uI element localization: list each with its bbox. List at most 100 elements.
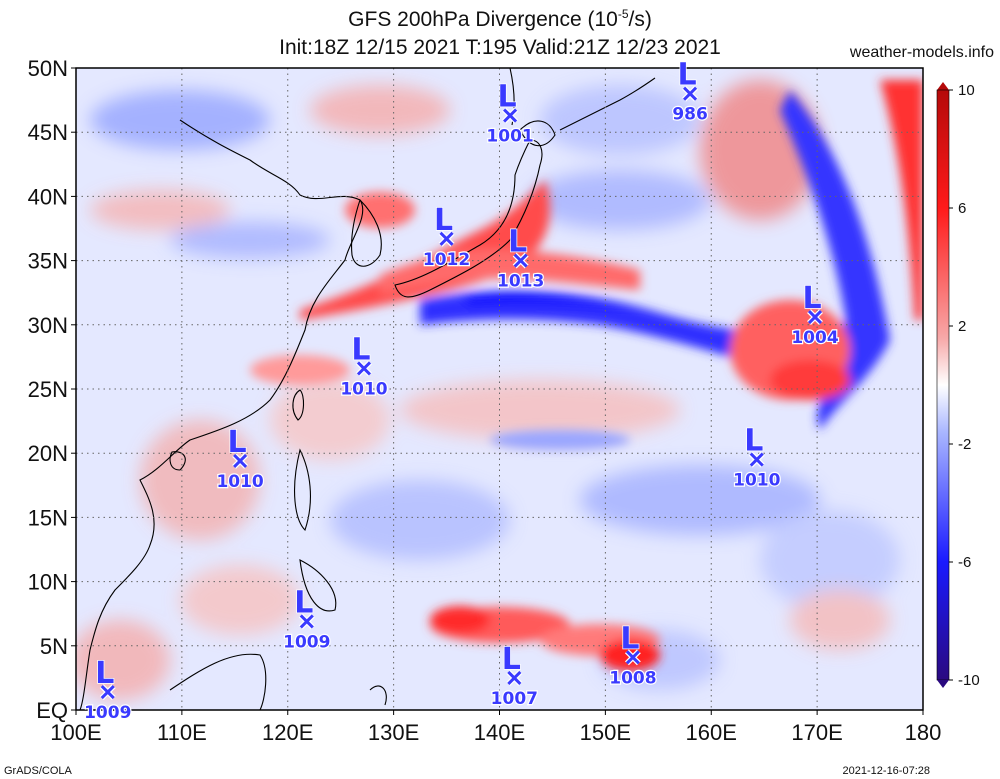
low-symbol: L [294,585,313,620]
lat-tick-label: 10N [28,570,68,595]
borneo-coastline [169,653,267,710]
low-marker: L× 1007 [489,641,539,710]
gridlines [76,68,923,710]
low-center-mark: × [100,684,115,700]
low-marker: L× 986 [671,57,709,126]
low-symbol: L [228,425,247,460]
hokkaido-coastline [519,120,556,147]
colorbar-label: -6 [958,554,971,571]
colorbar: 10 6 2 -2 -6 -10 [936,82,980,689]
lat-tick-label: 30N [28,313,68,338]
lat-tick-label: 5N [40,634,68,659]
low-symbol: L [508,225,527,260]
low-pressure-label: 1009 [283,632,330,652]
korea-coastline [351,198,382,267]
lat-tick-label: 15N [28,505,68,530]
new-guinea-coastline [369,685,387,706]
colorbar-ticks: 10 6 2 -2 -6 -10 [949,82,980,689]
low-marker: L× 1010 [732,423,782,492]
japan-coastline [394,139,543,298]
lat-tick-label: 25N [28,377,68,402]
low-pressure-label: 1001 [486,127,533,147]
lon-tick-label: 130E [368,720,419,745]
low-symbol: L [498,80,517,115]
low-center-mark: × [683,86,698,101]
lon-tick-label: 140E [474,720,525,745]
low-pressure-label: 1004 [791,328,838,348]
low-pressure-label: 986 [672,105,708,125]
colorbar-top-cap [937,82,949,90]
low-symbol: L [802,281,821,316]
lat-axis: EQ 5N 10N 15N 20N 25N 30N 35N 40N 45N 50N [28,56,76,723]
low-marker: L× 1013 [496,224,546,293]
asia-coastline [79,119,364,710]
low-center-mark: × [513,253,528,268]
low-center-mark: × [503,108,518,123]
colorbar-label: 6 [958,200,966,217]
lat-tick-label: 35N [28,249,68,274]
low-center-mark: × [233,453,248,468]
lon-tick-label: 160E [686,720,737,745]
low-center-mark: × [625,650,640,665]
low-center-mark: × [439,231,454,246]
low-center-mark: × [507,670,522,685]
low-marker: L× 1010 [339,332,389,401]
lon-tick-label: 120E [262,720,313,745]
low-symbol: L [620,621,639,656]
credit-left: GrADS/COLA [4,765,72,777]
colorbar-scale [936,89,950,681]
lon-tick-label: 110E [157,720,207,745]
low-symbol: L [744,424,763,459]
lon-tick-label: 180 [905,720,942,745]
lon-axis: 100E 110E 120E 130E 140E 150E 160E 170E 180 [50,710,941,745]
luzon-coastline [294,448,311,532]
low-marker: L× 1010 [215,424,265,493]
colorbar-label: -10 [958,672,980,689]
low-marker: L× 1008 [608,621,658,690]
low-marker: L× 1004 [790,280,840,349]
credit-right: 2021-12-16-07:28 [842,765,930,777]
low-pressure-label: 1008 [609,668,656,688]
low-pressure-label: 1013 [497,272,544,292]
colorbar-bottom-cap [937,680,949,688]
low-marker: L× 1001 [485,79,535,148]
chart-title-line-2: Init:18Z 12/15 2021 T:195 Valid:21Z 12/2… [279,36,721,59]
low-symbol: L [95,656,114,691]
low-symbol: L [351,332,370,367]
low-pressure-label: 1007 [491,689,538,709]
low-symbol: L [434,203,453,238]
low-pressure-label: 1012 [423,250,470,270]
lat-tick-label: 20N [28,441,68,466]
mindanao-coastline [299,559,337,612]
low-pressure-label: 1010 [733,471,780,491]
kurils-coastline [559,77,656,131]
low-marker: L× 1009 [282,585,332,654]
site-credit: weather-models.info [849,44,994,61]
taiwan-coastline [292,389,305,421]
low-pressure-label: 1010 [340,379,387,399]
coastlines [79,68,656,710]
lat-tick-label: EQ [36,698,68,723]
low-symbol: L [502,642,521,677]
low-marker: L× 1012 [422,202,472,271]
low-center-mark: × [807,310,823,325]
low-center-mark: × [299,614,314,629]
low-marker: L× 1009 [83,655,133,724]
colorbar-label: -2 [958,436,971,453]
low-center-mark: × [749,452,764,467]
chart-title-line-1: GFS 200hPa Divergence (10-5/s) [348,7,652,31]
lat-tick-label: 50N [28,56,68,81]
low-symbol: L [678,58,697,93]
low-pressure-label: 1009 [84,703,131,723]
colorbar-label: 10 [958,82,975,99]
low-center-mark: × [356,361,372,376]
lon-tick-label: 170E [791,720,842,745]
lon-tick-label: 150E [580,720,631,745]
lon-tick-label: 100E [50,720,101,745]
lat-tick-label: 40N [28,184,68,209]
low-pressure-label: 1010 [216,472,263,492]
lat-tick-label: 45N [28,120,68,145]
colorbar-label: 2 [958,318,966,335]
